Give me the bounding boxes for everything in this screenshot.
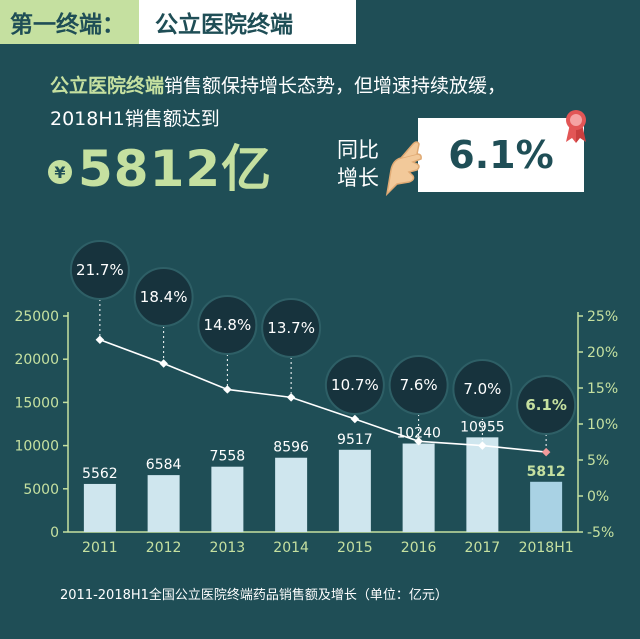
x-tick-label: 2014 <box>273 540 309 556</box>
growth-line <box>95 335 551 457</box>
bar-value-label: 5812 <box>527 464 566 480</box>
growth-bubble <box>197 295 258 355</box>
x-tick-label: 2013 <box>210 540 246 556</box>
hand-holding-card-icon <box>385 141 422 196</box>
bar-value-label: 10955 <box>460 419 505 435</box>
bar <box>466 437 499 532</box>
right-tick-label: -5% <box>587 525 614 541</box>
headline-line-1-rest: 销售额保持增长态势，但增速持续放缓， <box>164 75 507 97</box>
yoy-label: 同比 增长 <box>337 136 387 192</box>
sales-growth-chart: 21.7% 18.4% 14.8% 13.7% 10.7% 7.6% 7.0% 6.1% 0 5… <box>14 240 618 556</box>
growth-label: 18.4% <box>140 288 188 306</box>
x-tick-label: 2017 <box>465 540 501 556</box>
section-banner: 第一终端： 公立医院终端 <box>0 0 356 44</box>
growth-label: 14.8% <box>204 316 252 334</box>
growth-point <box>414 437 423 446</box>
growth-bubble <box>516 375 577 435</box>
growth-bubble <box>69 240 130 300</box>
x-tick-label: 2016 <box>401 540 437 556</box>
right-tick-label: 5% <box>587 453 609 469</box>
headline: 公立医院终端销售额保持增长态势，但增速持续放缓， 2018H1销售额达到 <box>50 70 506 136</box>
yen-icon: ¥ <box>48 160 72 184</box>
x-tick-label: 2011 <box>82 540 118 556</box>
growth-label: 21.7% <box>76 261 124 279</box>
growth-label: 10.7% <box>331 376 379 394</box>
growth-bubble <box>388 355 449 415</box>
left-tick-label: 15000 <box>14 395 59 411</box>
chart-labels: 0 5000 10000 15000 20000 25000 -5% 0% 5% 10% 15% 20… <box>14 309 618 556</box>
right-tick-label: 0% <box>587 489 609 505</box>
growth-label: 7.6% <box>400 376 438 394</box>
award-ribbon-icon <box>566 110 586 143</box>
growth-label: 13.7% <box>267 319 315 337</box>
growth-point <box>95 335 105 345</box>
yoy-label-line-2: 增长 <box>337 166 379 190</box>
yoy-card: 6.1% <box>418 118 584 192</box>
bar-value-label: 7558 <box>210 449 246 465</box>
headline-line-1: 公立医院终端销售额保持增长态势，但增速持续放缓， <box>50 70 506 103</box>
section-title: 公立医院终端 <box>139 0 356 44</box>
growth-label: 7.0% <box>463 380 501 398</box>
growth-bubbles: 21.7% 18.4% 14.8% 13.7% 10.7% 7.6% 7.0% 6.1% <box>69 240 577 435</box>
right-tick-label: 25% <box>587 309 618 325</box>
bubble-leader-lines <box>99 299 547 449</box>
summary-amount: ¥ 5812亿 <box>48 134 272 198</box>
bar <box>147 475 180 532</box>
growth-point <box>350 414 360 424</box>
bar-value-label: 9517 <box>337 432 373 448</box>
chart-caption: 2011-2018H1全国公立医院终端药品销售额及增长（单位：亿元） <box>60 588 448 603</box>
growth-point <box>541 447 551 457</box>
headline-highlight: 公立医院终端 <box>50 75 165 97</box>
bar-value-label: 5562 <box>82 466 118 482</box>
bar <box>211 466 244 532</box>
summary-amount-value: 5812亿 <box>78 140 273 198</box>
growth-label: 6.1% <box>525 396 567 414</box>
x-tick-label: 2012 <box>146 540 182 556</box>
bar <box>402 443 435 532</box>
bar <box>83 483 116 532</box>
growth-line-path <box>99 339 547 453</box>
left-tick-label: 0 <box>50 525 59 541</box>
growth-bubble <box>324 355 385 415</box>
bar-value-label: 10240 <box>396 426 441 442</box>
bar <box>530 481 563 532</box>
right-tick-label: 15% <box>587 381 618 397</box>
bar-value-label: 6584 <box>146 457 182 473</box>
x-tick-label: 2018H1 <box>519 540 574 556</box>
left-tick-label: 10000 <box>14 439 59 455</box>
bar-value-label: 8596 <box>273 440 309 456</box>
left-tick-label: 20000 <box>14 352 59 368</box>
x-tick-label: 2015 <box>337 540 373 556</box>
chart-axes <box>63 312 583 533</box>
left-tick-label: 5000 <box>23 482 59 498</box>
yoy-value: 6.1% <box>448 133 554 177</box>
bar <box>338 449 371 532</box>
section-label: 第一终端： <box>0 0 139 44</box>
growth-bubble <box>261 298 322 358</box>
growth-point <box>286 393 296 402</box>
growth-point <box>478 441 487 450</box>
right-tick-label: 20% <box>587 345 618 361</box>
chart-bars <box>83 437 563 532</box>
growth-point <box>159 359 168 368</box>
headline-line-2: 2018H1销售额达到 <box>50 108 220 130</box>
right-tick-label: 10% <box>587 417 618 433</box>
growth-bubble <box>452 359 513 419</box>
bar <box>275 457 308 532</box>
yoy-label-line-1: 同比 <box>337 138 379 162</box>
growth-bubble <box>133 267 194 327</box>
left-tick-label: 25000 <box>14 309 59 325</box>
growth-point <box>223 385 232 394</box>
